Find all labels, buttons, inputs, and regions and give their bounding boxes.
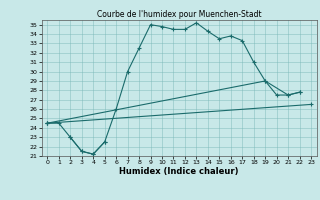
X-axis label: Humidex (Indice chaleur): Humidex (Indice chaleur)	[119, 167, 239, 176]
Title: Courbe de l'humidex pour Muenchen-Stadt: Courbe de l'humidex pour Muenchen-Stadt	[97, 10, 261, 19]
